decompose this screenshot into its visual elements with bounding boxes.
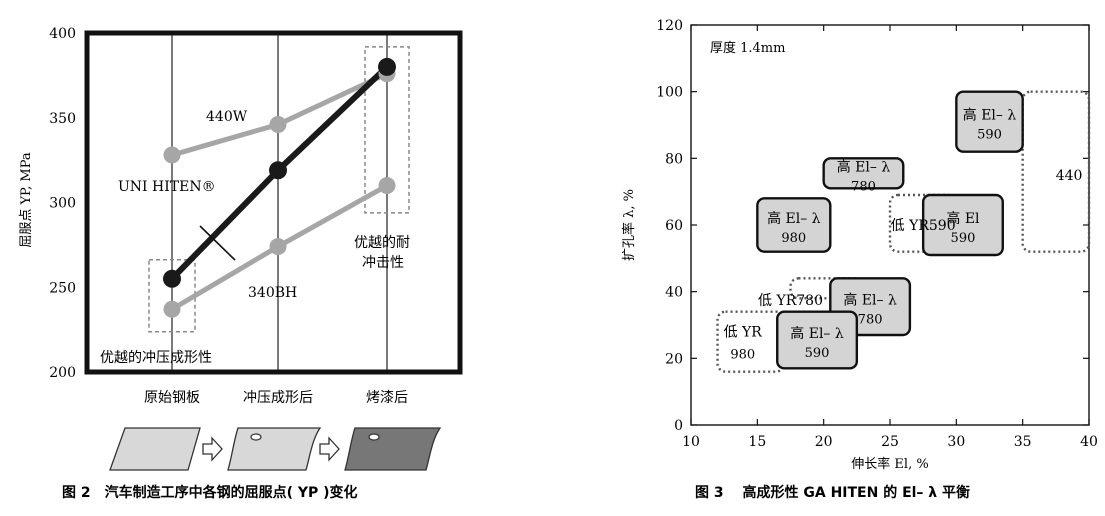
process-icons — [109, 427, 442, 471]
region-label: 高 El– λ — [790, 325, 844, 342]
region-grade: 980 — [781, 231, 806, 246]
data-point — [269, 238, 287, 256]
y-axis-label: 屈服点 YP, MPa — [19, 152, 34, 248]
solid-region-box — [822, 157, 905, 190]
series-label-440w: 440W — [206, 109, 248, 125]
region-label: 高 El– λ — [767, 210, 821, 227]
series-lines — [163, 57, 396, 318]
figure-caption-2: 图 2 汽车制造工序中各钢的屈服点( YP )变化 — [62, 484, 358, 501]
y-tick-label: 0 — [674, 418, 683, 434]
chart-el-lambda-balance: 10 15 20 25 30 35 40 0 20 40 60 80 100 120 伸长率 El, %… — [621, 18, 1098, 501]
x-category-label: 原始钢板 — [144, 390, 200, 406]
region-label: 440 — [1056, 168, 1083, 184]
y-tick-label: 120 — [656, 18, 683, 34]
solid-region-box — [776, 310, 859, 370]
thickness-note: 厚度 1.4mm — [710, 40, 785, 56]
highlight-boxes — [148, 46, 410, 333]
solid-region-box — [756, 197, 832, 253]
x-tick-label: 35 — [1014, 434, 1032, 450]
y-tick-label: 300 — [49, 196, 76, 212]
plot-frame-right — [690, 24, 1090, 426]
uni-hiten-leader — [199, 225, 236, 261]
dotted-region — [716, 310, 786, 373]
region-grade: 590 — [951, 231, 976, 246]
region-grade: 780 — [851, 179, 876, 194]
x-tick-labels: 10 15 20 25 30 35 40 — [682, 434, 1098, 450]
region-grade: 780 — [858, 313, 883, 328]
x-axis-label: 伸长率 El, % — [851, 456, 928, 472]
arrow-right-icon — [319, 436, 340, 462]
dotted-region-labels: 440 低 YR590 低 YR780 低 YR 980 — [724, 168, 1083, 362]
y-tick-label: 200 — [49, 365, 76, 381]
y-tick-label: 20 — [665, 351, 683, 367]
painted-sheet-icon — [344, 427, 442, 471]
figure-caption-3: 图 3 高成形性 GA HITEN 的 El– λ 平衡 — [695, 484, 970, 501]
x-category-label: 烤漆后 — [366, 390, 408, 406]
x-category-labels: 原始钢板 冲压成形后 烤漆后 — [144, 390, 408, 406]
dotted-region — [1021, 90, 1091, 253]
plot-frame-left — [84, 30, 463, 375]
data-point — [269, 116, 287, 134]
chart-yield-point: 400 350 300 250 200 屈服点 YP, MPa 440W UNI HIT… — [19, 26, 463, 501]
highlight-box-left — [148, 259, 196, 333]
annotation-impact-resistance-2: 冲击性 — [362, 255, 404, 271]
region-grade: 590 — [805, 346, 830, 361]
data-point — [163, 146, 181, 164]
arrow-right-icon — [202, 436, 223, 462]
region-label: 低 YR780 — [758, 293, 823, 309]
region-grade: 980 — [730, 347, 755, 362]
x-category-label: 冲压成形后 — [243, 390, 313, 406]
series-label-340bh: 340BH — [248, 285, 297, 301]
data-point — [163, 269, 181, 288]
solid-region-box — [955, 90, 1024, 153]
data-point — [163, 300, 181, 318]
solid-regions: 高 El– λ 590 高 El– λ 780 高 El– λ 980 高 El 590 高 E… — [756, 90, 1024, 370]
y-tick-label: 250 — [49, 280, 76, 296]
annotation-impact-resistance-1: 优越的耐 — [354, 235, 410, 251]
y-tick-label: 80 — [665, 151, 683, 167]
y-axis-label: 扩孔率 λ, % — [621, 189, 637, 261]
region-label: 高 El– λ — [963, 107, 1017, 124]
data-point — [378, 177, 396, 195]
x-tick-label: 15 — [748, 434, 766, 450]
flat-sheet-icon — [109, 427, 201, 471]
x-tick-label: 25 — [881, 434, 899, 450]
x-tick-label: 20 — [815, 434, 833, 450]
y-tick-label: 40 — [665, 285, 683, 301]
y-tick-label: 400 — [49, 26, 76, 42]
data-point — [269, 161, 287, 180]
y-tick-labels: 0 20 40 60 80 100 120 — [656, 18, 683, 434]
formed-sheet-icon — [227, 427, 322, 471]
x-tick-label: 10 — [682, 434, 700, 450]
y-tick-label: 100 — [656, 85, 683, 101]
y-tick-label: 60 — [665, 218, 683, 234]
region-label: 低 YR — [724, 325, 763, 341]
series-label-uni-hiten: UNI HITEN® — [118, 179, 216, 195]
x-tick-label: 40 — [1080, 434, 1098, 450]
annotation-press-formability: 优越的冲压成形性 — [100, 350, 212, 366]
y-tick-label: 350 — [49, 111, 76, 127]
y-tick-labels: 400 350 300 250 200 — [49, 26, 76, 381]
region-grade: 590 — [977, 128, 1002, 143]
solid-region-box — [921, 193, 1004, 257]
region-label: 高 El– λ — [837, 158, 891, 175]
highlight-box-right — [364, 46, 410, 214]
region-label: 低 YR590 — [891, 218, 956, 234]
region-label: 高 El — [946, 210, 980, 227]
region-label: 高 El– λ — [843, 292, 897, 309]
data-point — [378, 57, 396, 76]
x-tick-label: 30 — [947, 434, 965, 450]
